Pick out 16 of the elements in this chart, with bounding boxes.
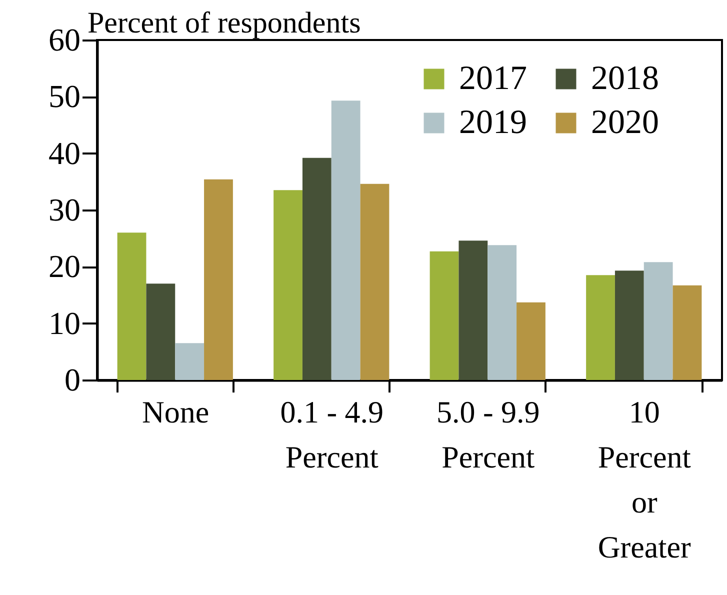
- x-tick-label: 5.0 - 9.9 Percent: [436, 394, 540, 474]
- x-tick-label: 0.1 - 4.9 Percent: [280, 394, 384, 474]
- x-tick-label: None: [142, 394, 210, 430]
- y-tick-label: 40: [48, 134, 80, 171]
- y-axis-title: Percent of respondents: [88, 6, 361, 40]
- y-tick-label: 60: [48, 22, 80, 58]
- y-tick-label: 20: [48, 248, 80, 284]
- legend-label: 2020: [591, 104, 659, 141]
- legend-label: 2017: [459, 60, 527, 97]
- x-tick-label: 10 Percent or Greater: [598, 394, 692, 564]
- y-tick-label: 50: [48, 78, 80, 114]
- y-tick-label: 30: [48, 192, 80, 228]
- y-tick-label: 10: [48, 304, 80, 341]
- y-tick-label: 0: [64, 362, 80, 398]
- legend-label: 2018: [591, 60, 659, 97]
- legend-label: 2019: [459, 104, 527, 141]
